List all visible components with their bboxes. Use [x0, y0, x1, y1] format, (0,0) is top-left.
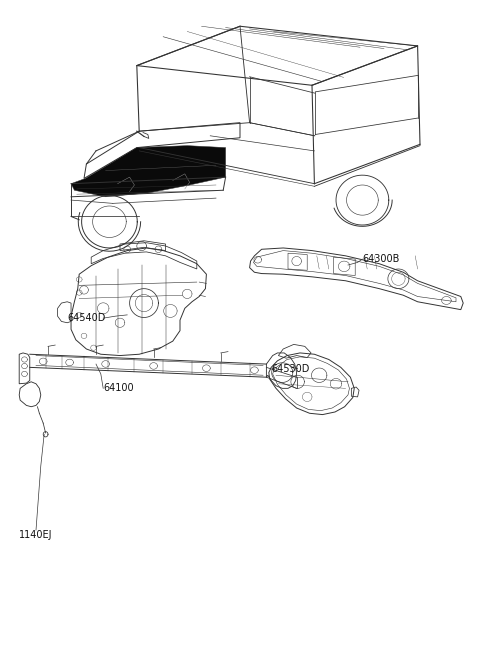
Text: 64540D: 64540D — [67, 313, 106, 323]
Text: 64300B: 64300B — [362, 254, 400, 264]
Text: 64530D: 64530D — [271, 363, 310, 374]
Text: 1140EJ: 1140EJ — [19, 529, 53, 540]
Text: 64100: 64100 — [103, 383, 134, 394]
Polygon shape — [71, 146, 226, 197]
